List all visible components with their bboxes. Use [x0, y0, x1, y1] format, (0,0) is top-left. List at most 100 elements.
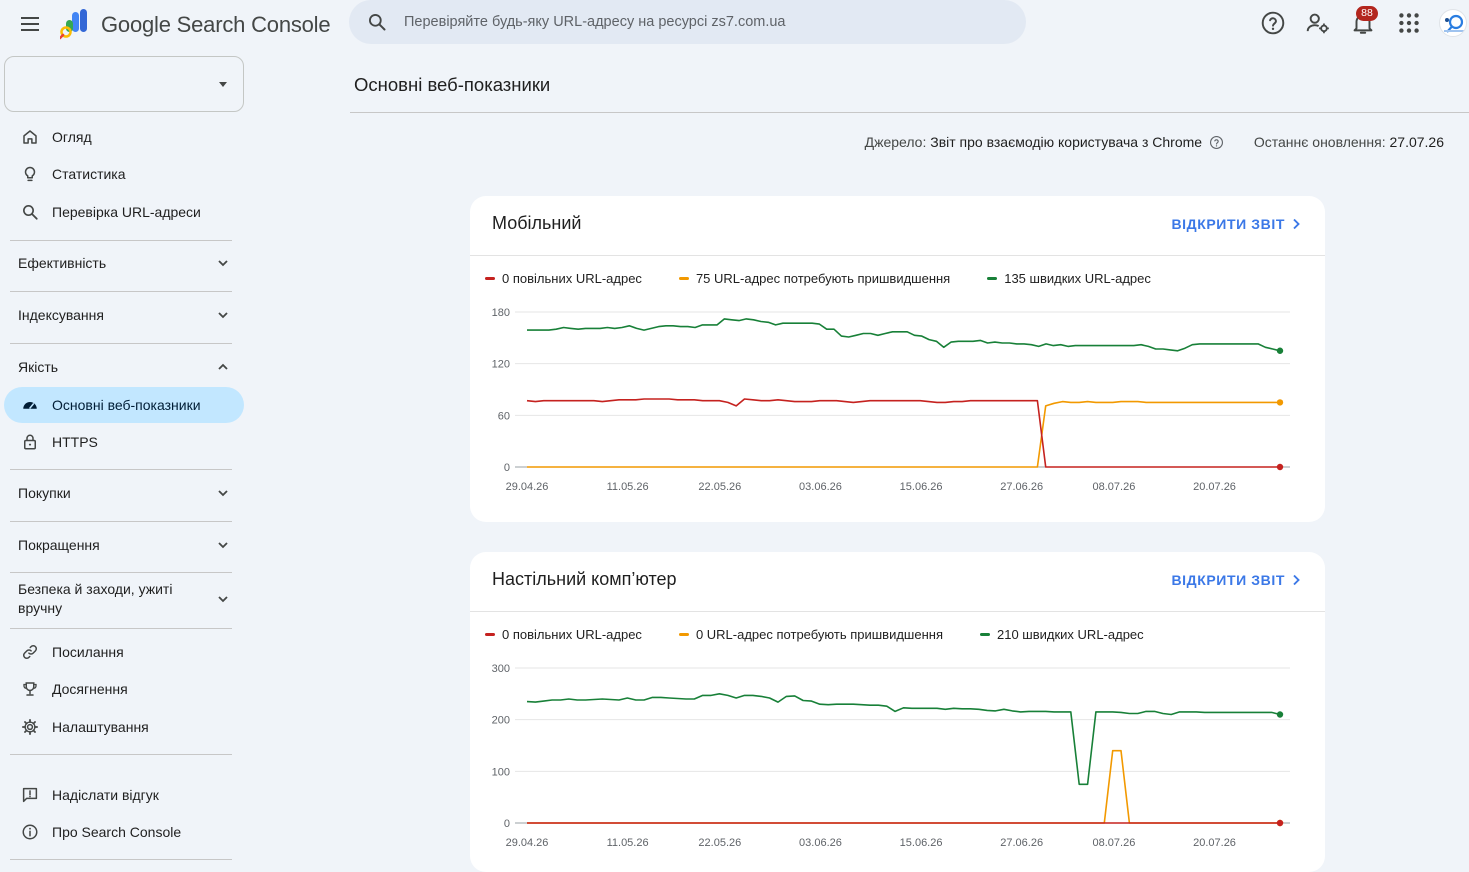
- x-tick-label: 29.04.26: [506, 837, 549, 849]
- report-source-line: Джерело: Звіт про взаємодію користувача …: [865, 134, 1444, 150]
- nav-url-inspection[interactable]: Перевірка URL-адреси: [4, 194, 244, 230]
- source-label: Джерело:: [864, 134, 927, 150]
- legend-item-poor[interactable]: 0 повільних URL-адрес: [485, 627, 642, 642]
- link-icon: [22, 644, 38, 660]
- x-tick-label: 29.04.26: [506, 481, 549, 493]
- nav-insights[interactable]: Статистика: [4, 156, 244, 192]
- x-tick-label: 08.07.26: [1093, 837, 1136, 849]
- chart-legend: 0 повільних URL-адрес 75 URL-адрес потре…: [485, 271, 1188, 286]
- nav-send-feedback[interactable]: Надіслати відгук: [4, 777, 244, 813]
- nav-divider: [10, 521, 232, 522]
- y-tick-label: 0: [504, 462, 510, 474]
- nav-https[interactable]: HTTPS: [4, 424, 244, 460]
- legend-label: 75 URL-адрес потребують пришвидшення: [695, 271, 951, 286]
- nav-divider: [10, 859, 232, 860]
- open-report-button[interactable]: ВІДКРИТИ ЗВІТ: [1171, 572, 1301, 588]
- x-tick-label: 22.05.26: [698, 481, 741, 493]
- legend-item-good[interactable]: 210 швидких URL-адрес: [980, 627, 1144, 642]
- x-tick-label: 03.06.26: [799, 481, 842, 493]
- nav-divider: [10, 628, 232, 629]
- brand-product: Search Console: [176, 12, 331, 37]
- legend-label: 135 швидких URL-адрес: [1004, 271, 1151, 286]
- mobile-vitals-chart[interactable]: 0 60 120 180 29.04.26 11.05.26 22.05.26 03.06.2…: [470, 296, 1325, 506]
- nav-label: Огляд: [52, 129, 92, 145]
- legend-item-poor[interactable]: 0 повільних URL-адрес: [485, 271, 642, 286]
- help-icon[interactable]: [1260, 10, 1286, 36]
- series-line-poor[interactable]: [526, 398, 1280, 468]
- nav-about[interactable]: Про Search Console: [4, 814, 244, 850]
- chevron-down-icon: [218, 596, 228, 603]
- nav-label: Досягнення: [52, 681, 128, 697]
- search-input[interactable]: Перевіряйте будь-яку URL-адресу на ресур…: [404, 14, 786, 30]
- x-tick-label: 15.06.26: [900, 837, 943, 849]
- page-title: Основні веб-показники: [354, 74, 551, 95]
- nav-divider: [10, 572, 232, 573]
- section-label: Ефективність: [18, 255, 107, 271]
- notifications-badge: 88: [1356, 6, 1378, 21]
- y-tick-label: 200: [492, 715, 510, 727]
- desktop-vitals-chart[interactable]: 0 100 200 300 29.04.26 11.05.26 22.05.26 03.06.…: [470, 652, 1325, 862]
- y-tick-label: 0: [504, 818, 510, 830]
- help-icon[interactable]: [1209, 135, 1224, 150]
- x-tick-label: 03.06.26: [799, 837, 842, 849]
- series-last-point[interactable]: [1276, 399, 1284, 406]
- x-tick-label: 08.07.26: [1093, 481, 1136, 493]
- url-inspect-search[interactable]: Перевіряйте будь-яку URL-адресу на ресур…: [349, 0, 1026, 44]
- series-last-point[interactable]: [1276, 347, 1284, 354]
- series-line-good[interactable]: [527, 318, 1281, 352]
- card-divider: [470, 611, 1325, 612]
- series-line-needs-improvement[interactable]: [527, 749, 1280, 824]
- nav-label: Статистика: [52, 166, 126, 182]
- y-tick-label: 100: [492, 766, 510, 778]
- section-performance[interactable]: Ефективність: [10, 254, 232, 272]
- card-divider: [470, 255, 1325, 256]
- x-tick-label: 27.06.26: [1000, 481, 1043, 493]
- section-enhancements[interactable]: Покращення: [10, 536, 232, 554]
- home-icon: [23, 130, 37, 144]
- chart-legend: 0 повільних URL-адрес 0 URL-адрес потреб…: [485, 627, 1181, 642]
- sidebar: Огляд Статистика Перевірка URL-адреси Еф…: [0, 56, 248, 862]
- legend-item-good[interactable]: 135 швидких URL-адрес: [987, 271, 1151, 286]
- section-security[interactable]: Безпека й заходи, ужиті вручну: [10, 580, 232, 618]
- open-report-button[interactable]: ВІДКРИТИ ЗВІТ: [1171, 216, 1301, 232]
- source-value: Звіт про взаємодію користувача з Chrome: [930, 134, 1203, 150]
- main-menu-icon[interactable]: [16, 10, 44, 38]
- product-name[interactable]: Google Search Console: [101, 12, 331, 38]
- nav-divider: [10, 469, 232, 470]
- open-report-label: ВІДКРИТИ ЗВІТ: [1171, 572, 1285, 588]
- manage-users-icon[interactable]: [1305, 10, 1331, 36]
- chevron-down-icon: [218, 260, 228, 267]
- section-shopping[interactable]: Покупки: [10, 484, 232, 502]
- apps-icon[interactable]: [1396, 10, 1422, 36]
- account-avatar[interactable]: [1439, 9, 1467, 37]
- brand-google: Google: [101, 12, 171, 37]
- search-console-logo-icon[interactable]: [60, 8, 92, 40]
- series-last-point[interactable]: [1276, 711, 1284, 718]
- feedback-icon: [22, 787, 38, 803]
- series-last-point[interactable]: [1276, 463, 1284, 471]
- property-selector[interactable]: [4, 56, 244, 112]
- nav-links[interactable]: Посилання: [4, 634, 244, 670]
- nav-achievements[interactable]: Досягнення: [4, 671, 244, 707]
- desktop-report-card: Настільний комп’ютер ВІДКРИТИ ЗВІТ 0 пов…: [470, 552, 1325, 872]
- section-indexing[interactable]: Індексування: [10, 306, 232, 324]
- nav-core-web-vitals[interactable]: Основні веб-показники: [4, 387, 244, 423]
- section-quality[interactable]: Якість: [10, 358, 232, 376]
- x-tick-label: 20.07.26: [1193, 837, 1236, 849]
- section-label: Покращення: [18, 537, 100, 553]
- legend-swatch: [678, 633, 689, 636]
- lock-icon: [24, 434, 36, 450]
- series-line-needs-improvement[interactable]: [527, 400, 1280, 468]
- lightbulb-icon: [24, 166, 36, 182]
- nav-settings[interactable]: Налаштування: [4, 709, 244, 745]
- legend-item-needs-improvement[interactable]: 0 URL-адрес потребують пришвидшення: [678, 627, 943, 642]
- nav-overview[interactable]: Огляд: [4, 119, 244, 155]
- nav-label: Посилання: [52, 644, 124, 660]
- series-last-point[interactable]: [1276, 819, 1284, 827]
- legend-item-needs-improvement[interactable]: 75 URL-адрес потребують пришвидшення: [678, 271, 951, 286]
- series-line-good[interactable]: [526, 692, 1281, 786]
- chevron-up-icon: [218, 363, 228, 370]
- chevron-right-icon: [1293, 218, 1300, 230]
- card-title: Настільний комп’ютер: [492, 569, 677, 589]
- legend-label: 0 повільних URL-адрес: [502, 271, 642, 286]
